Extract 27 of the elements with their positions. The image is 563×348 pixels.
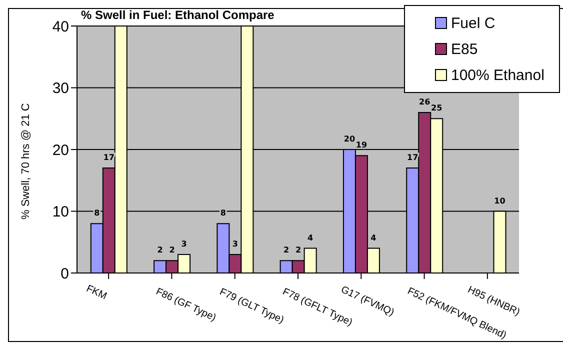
data-label: 4 xyxy=(370,233,377,242)
data-label: 3 xyxy=(181,239,187,248)
data-label: 2 xyxy=(157,246,163,255)
chart-title: % Swell in Fuel: Ethanol Compare xyxy=(81,8,274,22)
data-label: 10 xyxy=(494,196,506,206)
data-label: 19 xyxy=(356,140,368,150)
legend-label: E85 xyxy=(451,40,478,58)
legend-label: Fuel C xyxy=(451,14,496,32)
data-label: 25 xyxy=(431,104,443,113)
data-label: 20 xyxy=(344,134,356,144)
data-label: 2 xyxy=(296,246,302,255)
y-axis-title: % Swell, 70 hrs @ 21 C xyxy=(20,103,32,220)
y-tick-label: 20 xyxy=(52,142,69,159)
y-tick-label: 10 xyxy=(52,204,69,221)
data-label: 3 xyxy=(232,239,238,248)
y-tick-label: 30 xyxy=(52,80,69,98)
y-tick-label: 0 xyxy=(60,265,69,282)
data-label: 4 xyxy=(308,233,314,242)
data-label: 17 xyxy=(103,153,114,162)
data-label: 17 xyxy=(407,153,418,162)
legend-label: 100% Ethanol xyxy=(451,66,544,84)
data-label: 8 xyxy=(220,208,226,218)
x-tick-label: FKM xyxy=(84,283,108,302)
data-label: 2 xyxy=(169,246,175,255)
y-tick-label: 40 xyxy=(52,18,69,36)
data-label: 26 xyxy=(419,97,431,106)
data-label: 2 xyxy=(284,246,290,255)
